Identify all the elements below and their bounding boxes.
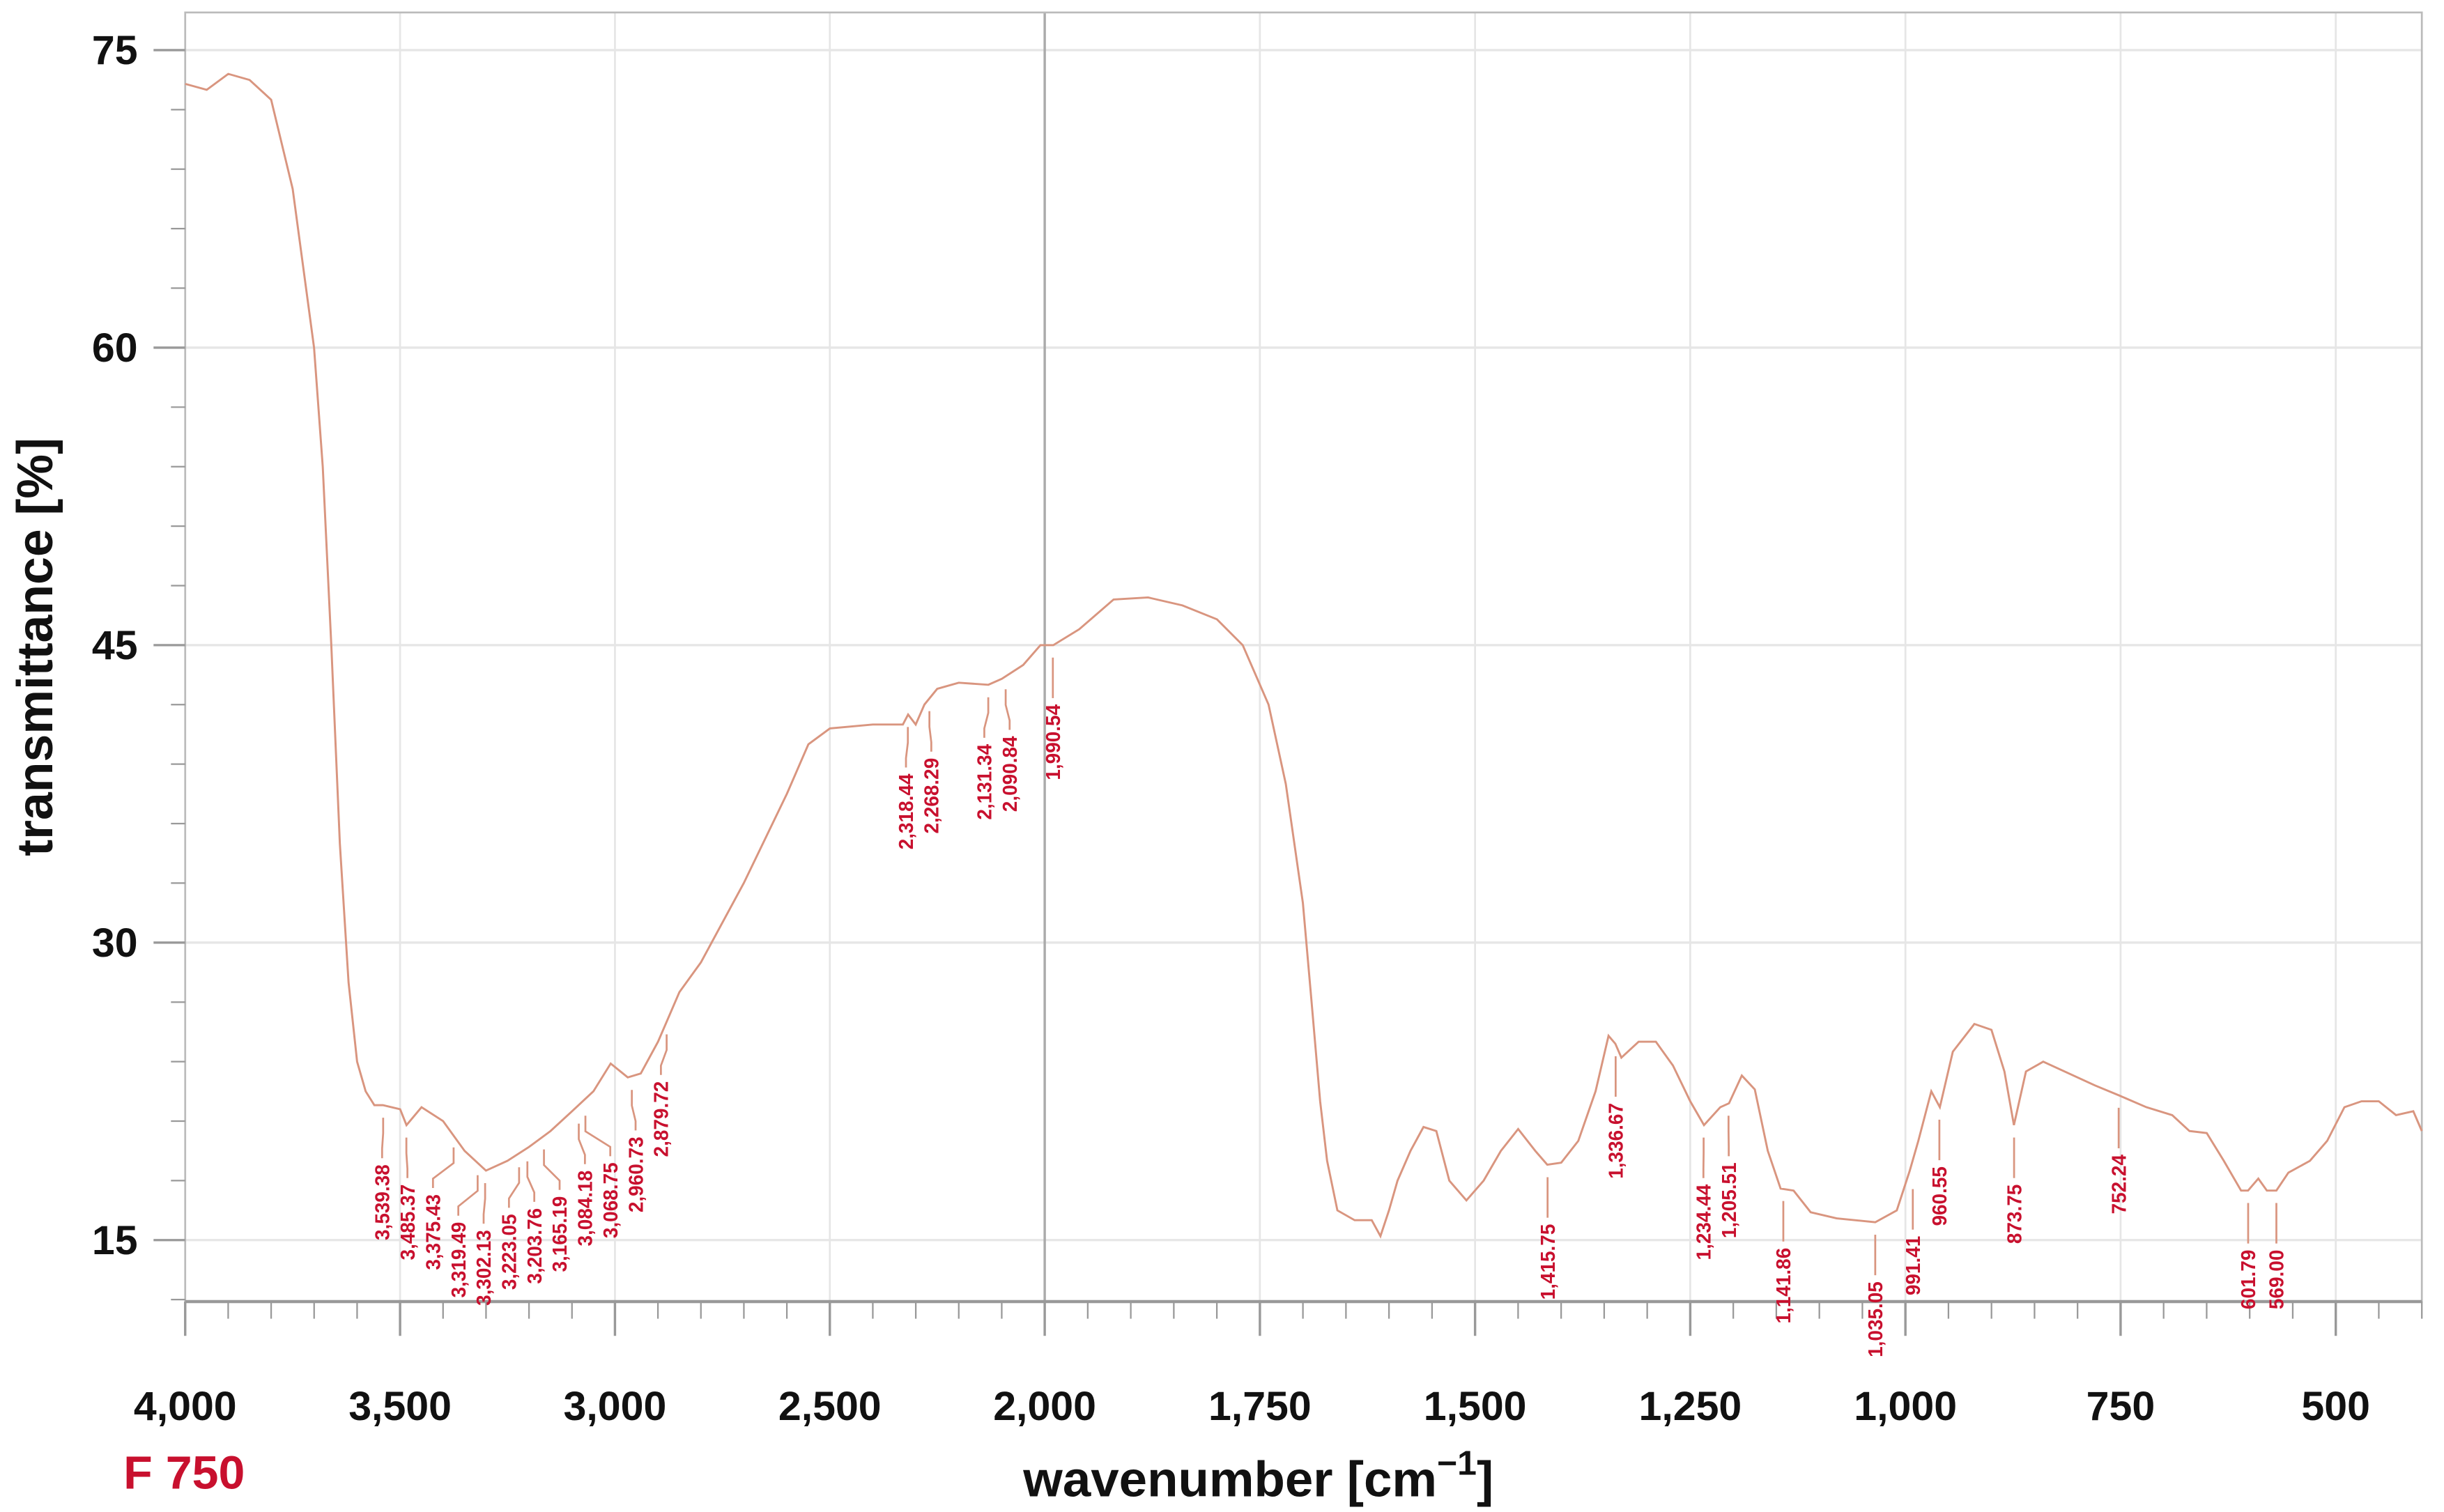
spectrum-line <box>185 72 2423 1239</box>
x-tick-label: 3,000 <box>564 1384 667 1429</box>
peak-label: 3,485.37 <box>397 1185 419 1260</box>
peak-marker <box>405 1137 408 1178</box>
peak-marker <box>631 1090 637 1131</box>
peak-label: 2,268.29 <box>920 758 942 834</box>
peak-marker <box>578 1123 586 1164</box>
peak-label: 3,319.49 <box>447 1222 470 1298</box>
peak-marker <box>543 1149 561 1190</box>
peak-label: 991.41 <box>1902 1236 1924 1295</box>
peak-marker <box>1004 689 1011 730</box>
y-tick-label: 45 <box>92 623 138 668</box>
peak-label: 3,375.43 <box>422 1194 444 1270</box>
peak-label: 1,336.67 <box>1604 1103 1627 1179</box>
peak-label: 601.79 <box>2237 1250 2259 1309</box>
peak-label: 752.24 <box>2107 1155 2130 1214</box>
peak-label: 2,090.84 <box>999 736 1021 812</box>
x-tick-label: 1,250 <box>1639 1384 1742 1429</box>
peak-label: 3,084.18 <box>574 1171 596 1247</box>
axes: 15 30 45 60 75 4,000 3,500 3,000 2,500 2,000 1,750… <box>92 29 2423 1429</box>
peak-marker <box>431 1147 455 1188</box>
x-axis-label-sup: −1 <box>1437 1444 1477 1483</box>
y-tick-label: 15 <box>92 1218 138 1263</box>
peak-label: 1,205.51 <box>1718 1162 1740 1238</box>
peak-label: 2,960.73 <box>624 1136 647 1212</box>
peak-label: 1,141.86 <box>1772 1248 1794 1324</box>
x-axis-label: wavenumber [cm−1] <box>1022 1444 1493 1508</box>
x-axis-label-main: wavenumber [cm <box>1022 1452 1437 1507</box>
peak-label: 3,165.19 <box>548 1196 571 1272</box>
y-tick-label: 60 <box>92 325 138 371</box>
peak-marker <box>928 711 932 752</box>
peak-marker <box>983 697 990 738</box>
peak-label: 2,879.72 <box>650 1081 672 1157</box>
peak-marker <box>507 1167 521 1208</box>
peak-label: 873.75 <box>2003 1185 2025 1244</box>
x-tick-label: 1,000 <box>1854 1384 1957 1429</box>
peak-marker <box>905 727 909 768</box>
x-tick-label: 1,500 <box>1424 1384 1527 1429</box>
peak-marker <box>482 1183 486 1224</box>
x-tick-label: 1,750 <box>1208 1384 1312 1429</box>
peak-label: 960.55 <box>1928 1166 1951 1226</box>
peak-marker <box>457 1175 479 1216</box>
x-tick-label: 750 <box>2086 1384 2155 1429</box>
x-tick-label: 4,000 <box>134 1384 237 1429</box>
peak-label: 1,990.54 <box>1042 704 1064 780</box>
x-tick-label: 2,500 <box>778 1384 882 1429</box>
peak-label: 1,035.05 <box>1864 1281 1886 1357</box>
peak-label: 1,234.44 <box>1692 1184 1714 1260</box>
peak-marker <box>660 1034 668 1075</box>
peak-label: 569.00 <box>2266 1250 2288 1309</box>
peak-label: 1,415.75 <box>1537 1224 1559 1300</box>
peak-label: 3,302.13 <box>472 1230 495 1306</box>
y-tick-label: 75 <box>92 29 138 74</box>
peak-labels: 3,539.38 3,485.37 3,375.43 3,319.49 3,302.13… <box>371 657 2288 1357</box>
peak-marker <box>584 1116 612 1157</box>
peak-label: 3,068.75 <box>599 1162 622 1238</box>
x-tick-label: 500 <box>2301 1384 2370 1429</box>
sample-label: F 750 <box>123 1447 245 1499</box>
grid <box>185 12 2422 1302</box>
plot-frame <box>184 11 2423 1303</box>
peak-label: 3,223.05 <box>498 1214 520 1290</box>
y-axis-label: transmittance [%] <box>7 438 63 856</box>
peak-marker <box>381 1118 385 1159</box>
x-axis-label-end: ] <box>1477 1452 1493 1507</box>
peak-label: 3,539.38 <box>371 1164 393 1240</box>
y-tick-label: 30 <box>92 920 138 966</box>
x-tick-label: 3,500 <box>348 1384 452 1429</box>
peak-label: 2,318.44 <box>895 773 917 849</box>
peak-label: 2,131.34 <box>973 743 995 819</box>
peak-marker <box>526 1161 536 1202</box>
peak-label: 3,203.76 <box>523 1208 546 1284</box>
x-tick-label: 2,000 <box>993 1384 1096 1429</box>
